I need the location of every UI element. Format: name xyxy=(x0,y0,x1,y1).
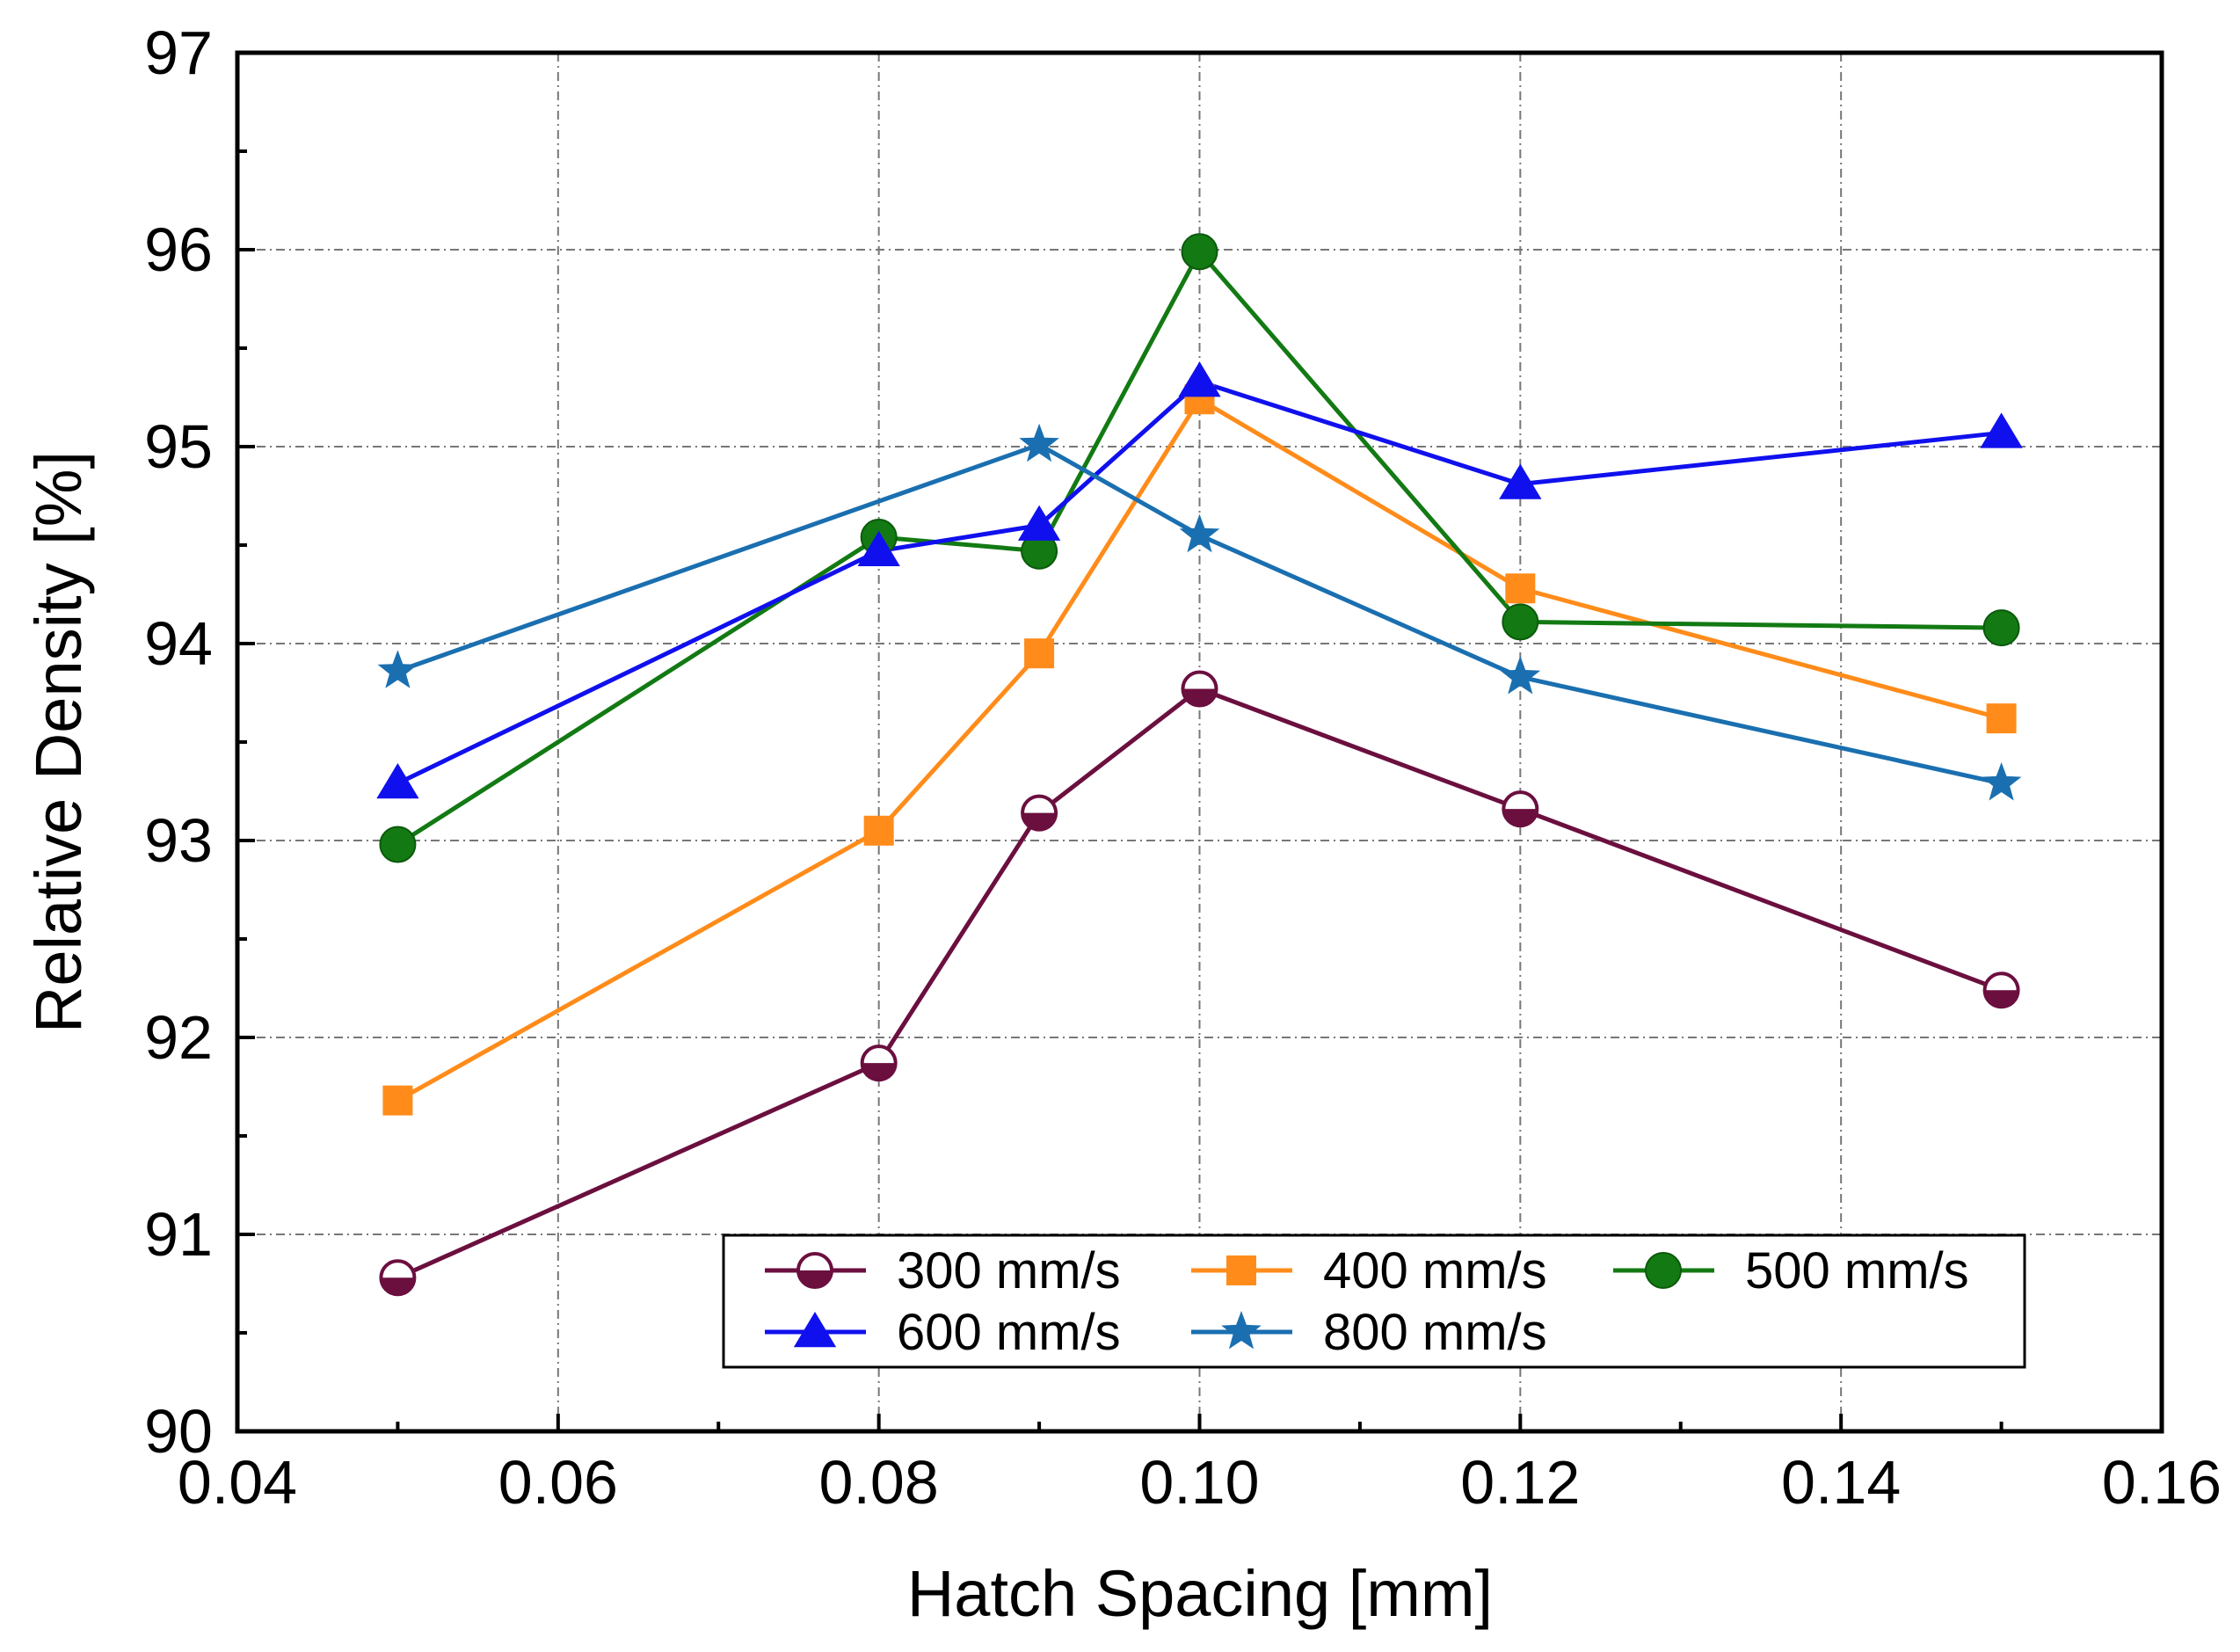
x-axis-title: Hatch Spacing [mm] xyxy=(907,1557,1493,1630)
legend-label: 800 mm/s xyxy=(1323,1304,1547,1361)
y-tick-label: 93 xyxy=(144,806,213,875)
data-point xyxy=(1982,972,2020,1009)
data-point xyxy=(1986,703,2017,734)
legend-label: 300 mm/s xyxy=(897,1242,1121,1299)
data-point xyxy=(1980,412,2023,448)
x-tick-label: 0.06 xyxy=(498,1448,618,1517)
y-tick-label: 90 xyxy=(144,1397,213,1466)
legend-marker xyxy=(1221,1311,1262,1350)
y-axis-title: Relative Density [%] xyxy=(22,451,95,1033)
data-point xyxy=(1021,794,1058,832)
x-tick-label: 0.08 xyxy=(819,1448,939,1517)
y-tick-label: 97 xyxy=(144,18,213,87)
x-tick-label: 0.16 xyxy=(2102,1448,2222,1517)
data-point xyxy=(863,815,894,846)
y-tick-label: 92 xyxy=(144,1003,213,1072)
legend-label: 600 mm/s xyxy=(897,1304,1121,1361)
data-point xyxy=(1181,233,1218,271)
legend: 300 mm/s 400 mm/s 500 mm/s 600 mm/s 800 mm/s xyxy=(722,1234,2026,1369)
series-markers xyxy=(376,233,2023,1297)
series-line-1 xyxy=(396,397,2003,1103)
data-point xyxy=(1024,638,1055,669)
data-point xyxy=(1500,656,1541,695)
data-point xyxy=(382,1085,413,1116)
series-line-0 xyxy=(396,687,2003,1280)
data-point xyxy=(1017,505,1061,541)
series-lines xyxy=(396,249,2003,1280)
x-tick-label: 0.10 xyxy=(1139,1448,1259,1517)
plot-frame xyxy=(235,50,2164,1434)
legend-box xyxy=(722,1234,2026,1369)
y-tick-label: 95 xyxy=(144,412,213,481)
legend-label: 500 mm/s xyxy=(1745,1242,1969,1299)
data-point xyxy=(377,650,418,688)
data-point xyxy=(1019,423,1059,462)
data-point xyxy=(857,530,900,566)
y-tick-label: 94 xyxy=(144,609,213,678)
data-point xyxy=(860,1044,898,1082)
legend-marker xyxy=(1226,1255,1256,1285)
legend-marker xyxy=(796,1252,833,1289)
data-point xyxy=(379,1259,417,1297)
y-tick-label: 91 xyxy=(144,1200,213,1269)
x-tick-label: 0.12 xyxy=(1460,1448,1580,1517)
data-point xyxy=(1981,762,2022,801)
y-tick-label: 96 xyxy=(144,215,213,284)
legend-marker xyxy=(793,1312,837,1348)
data-point xyxy=(1505,573,1536,604)
x-tick-label: 0.14 xyxy=(1781,1448,1901,1517)
data-point xyxy=(1502,603,1539,641)
legend-label: 400 mm/s xyxy=(1323,1242,1547,1299)
data-point xyxy=(1181,670,1218,708)
tick-labels: 0.04 0.06 0.08 0.10 0.12 0.14 0.16 90 91 92 93 94 95… xyxy=(144,18,2222,1517)
series-line-3 xyxy=(396,379,2002,786)
data-point xyxy=(379,826,417,863)
data-point xyxy=(1502,790,1539,828)
data-point xyxy=(1499,463,1542,499)
data-point xyxy=(1178,361,1221,397)
data-point xyxy=(1982,609,2020,647)
data-point xyxy=(376,763,419,799)
data-point xyxy=(1179,513,1220,553)
legend-marker xyxy=(1645,1252,1682,1289)
x-tick-label: 0.04 xyxy=(178,1448,297,1517)
